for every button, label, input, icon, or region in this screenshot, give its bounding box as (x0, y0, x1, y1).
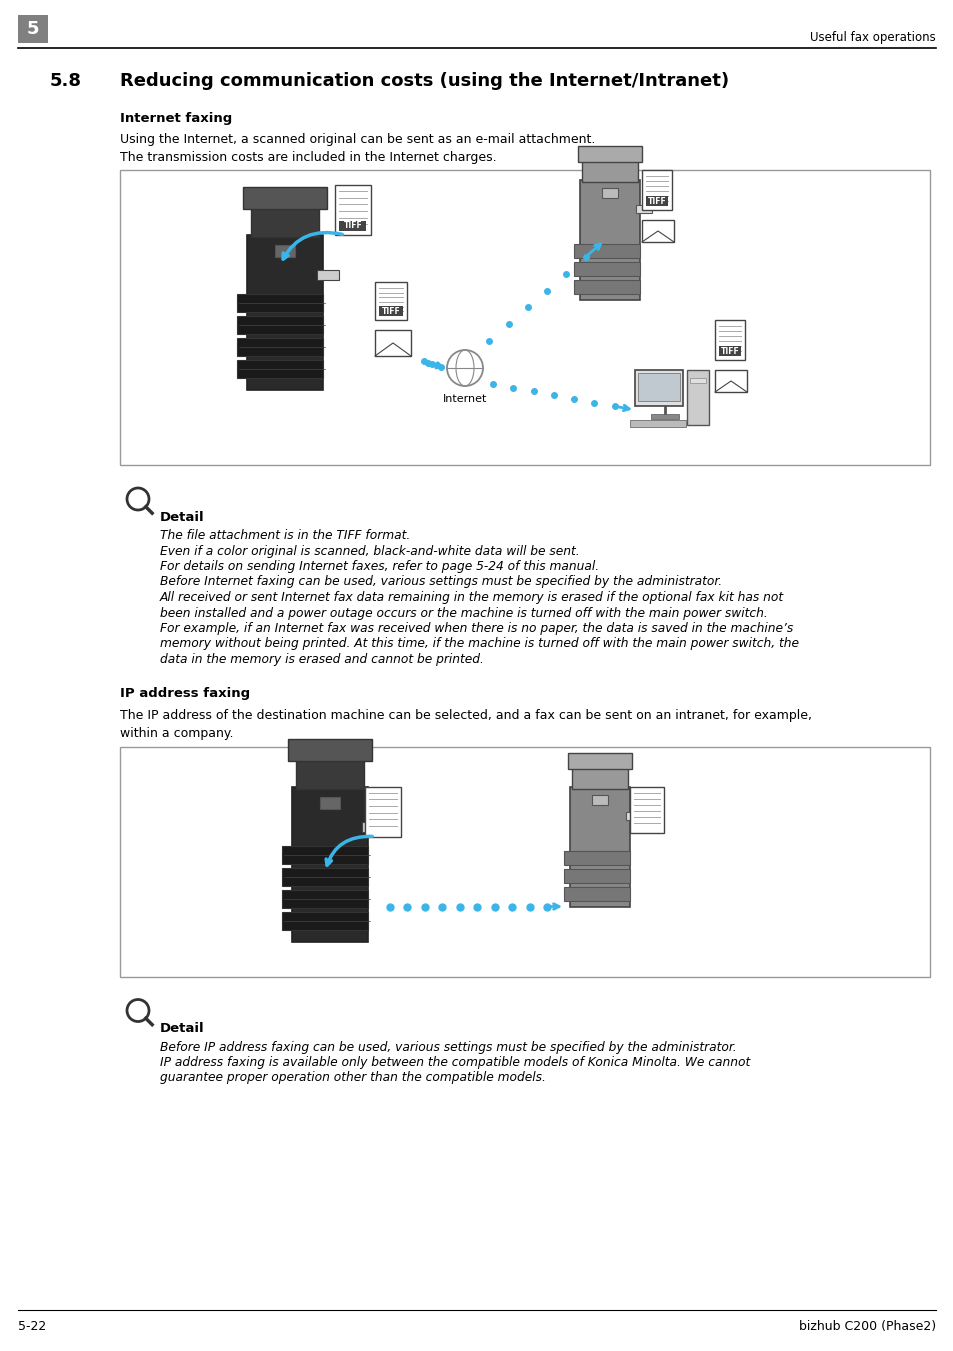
Text: Detail: Detail (160, 1023, 204, 1035)
FancyBboxPatch shape (282, 912, 368, 929)
Text: Before Internet faxing can be used, various settings must be specified by the ad: Before Internet faxing can be used, vari… (160, 576, 721, 589)
FancyBboxPatch shape (288, 739, 372, 761)
Text: 5.8: 5.8 (50, 72, 82, 91)
FancyBboxPatch shape (236, 316, 323, 334)
Text: 5: 5 (27, 20, 39, 38)
FancyBboxPatch shape (641, 220, 673, 242)
FancyBboxPatch shape (592, 794, 607, 804)
Text: For example, if an Internet fax was received when there is no paper, the data is: For example, if an Internet fax was rece… (160, 621, 792, 635)
FancyBboxPatch shape (718, 346, 740, 357)
FancyBboxPatch shape (638, 373, 679, 401)
FancyBboxPatch shape (236, 295, 323, 312)
Text: TIFF: TIFF (647, 196, 666, 205)
FancyBboxPatch shape (282, 867, 368, 885)
FancyBboxPatch shape (581, 159, 638, 182)
FancyBboxPatch shape (247, 235, 323, 390)
FancyBboxPatch shape (295, 758, 364, 789)
FancyBboxPatch shape (635, 370, 682, 407)
Text: Detail: Detail (160, 511, 204, 524)
FancyBboxPatch shape (319, 797, 339, 808)
Text: Internet: Internet (442, 394, 487, 404)
FancyBboxPatch shape (601, 188, 618, 199)
Text: The file attachment is in the TIFF format.: The file attachment is in the TIFF forma… (160, 530, 410, 542)
Text: memory without being printed. At this time, if the machine is turned off with th: memory without being printed. At this ti… (160, 638, 799, 650)
FancyBboxPatch shape (578, 146, 641, 162)
FancyBboxPatch shape (625, 812, 641, 820)
FancyBboxPatch shape (18, 15, 48, 43)
Text: TIFF: TIFF (381, 307, 400, 316)
FancyBboxPatch shape (375, 282, 407, 320)
Text: within a company.: within a company. (120, 727, 233, 739)
Text: IP address faxing: IP address faxing (120, 686, 250, 700)
FancyBboxPatch shape (636, 205, 651, 213)
FancyBboxPatch shape (650, 413, 679, 419)
Text: TIFF: TIFF (720, 346, 739, 355)
FancyBboxPatch shape (316, 270, 338, 280)
Text: IP address faxing is available only between the compatible models of Konica Mino: IP address faxing is available only betw… (160, 1056, 749, 1069)
FancyBboxPatch shape (335, 185, 371, 235)
FancyBboxPatch shape (714, 320, 744, 359)
FancyBboxPatch shape (563, 851, 629, 865)
Text: TIFF: TIFF (343, 222, 362, 231)
FancyBboxPatch shape (361, 821, 384, 831)
FancyBboxPatch shape (375, 330, 411, 357)
FancyBboxPatch shape (572, 766, 627, 789)
Text: bizhub C200 (Phase2): bizhub C200 (Phase2) (798, 1320, 935, 1333)
FancyBboxPatch shape (689, 378, 705, 382)
FancyBboxPatch shape (714, 370, 746, 392)
FancyBboxPatch shape (579, 180, 639, 300)
Text: Reducing communication costs (using the Internet/Intranet): Reducing communication costs (using the … (120, 72, 728, 91)
FancyBboxPatch shape (236, 338, 323, 357)
FancyBboxPatch shape (629, 786, 663, 832)
Text: For details on sending Internet faxes, refer to page 5-24 of this manual.: For details on sending Internet faxes, r… (160, 561, 598, 573)
FancyBboxPatch shape (243, 186, 327, 209)
FancyBboxPatch shape (563, 869, 629, 882)
FancyBboxPatch shape (339, 222, 366, 231)
FancyBboxPatch shape (686, 370, 708, 426)
FancyBboxPatch shape (282, 846, 368, 863)
Text: data in the memory is erased and cannot be printed.: data in the memory is erased and cannot … (160, 653, 483, 666)
FancyBboxPatch shape (629, 420, 685, 427)
FancyBboxPatch shape (251, 207, 318, 236)
FancyBboxPatch shape (274, 245, 294, 257)
FancyBboxPatch shape (641, 170, 671, 209)
Text: Using the Internet, a scanned original can be sent as an e-mail attachment.: Using the Internet, a scanned original c… (120, 132, 595, 146)
Text: All received or sent Internet fax data remaining in the memory is erased if the : All received or sent Internet fax data r… (160, 590, 783, 604)
FancyBboxPatch shape (574, 245, 639, 258)
FancyBboxPatch shape (569, 786, 629, 907)
FancyBboxPatch shape (365, 786, 400, 836)
FancyBboxPatch shape (563, 886, 629, 901)
FancyBboxPatch shape (236, 359, 323, 378)
FancyBboxPatch shape (120, 747, 929, 977)
FancyBboxPatch shape (645, 196, 667, 205)
FancyBboxPatch shape (574, 262, 639, 276)
FancyBboxPatch shape (292, 786, 368, 942)
Text: The transmission costs are included in the Internet charges.: The transmission costs are included in t… (120, 151, 497, 163)
FancyBboxPatch shape (378, 305, 402, 316)
FancyBboxPatch shape (282, 889, 368, 908)
Text: Before IP address faxing can be used, various settings must be specified by the : Before IP address faxing can be used, va… (160, 1040, 736, 1054)
FancyBboxPatch shape (120, 170, 929, 465)
Text: Even if a color original is scanned, black-and-white data will be sent.: Even if a color original is scanned, bla… (160, 544, 579, 558)
FancyBboxPatch shape (567, 753, 631, 769)
Text: 5-22: 5-22 (18, 1320, 46, 1333)
Text: The IP address of the destination machine can be selected, and a fax can be sent: The IP address of the destination machin… (120, 708, 811, 721)
Text: guarantee proper operation other than the compatible models.: guarantee proper operation other than th… (160, 1071, 545, 1085)
Text: Useful fax operations: Useful fax operations (809, 31, 935, 45)
Text: been installed and a power outage occurs or the machine is turned off with the m: been installed and a power outage occurs… (160, 607, 767, 620)
FancyBboxPatch shape (574, 280, 639, 295)
Text: Internet faxing: Internet faxing (120, 112, 232, 126)
